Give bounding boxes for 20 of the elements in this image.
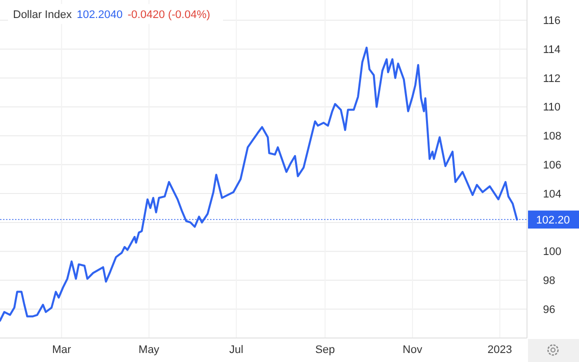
ref-line-label: 102.20 (536, 214, 570, 226)
y-tick-label: 108 (543, 130, 562, 143)
y-tick-label: 112 (543, 72, 561, 85)
y-tick-label: 96 (543, 304, 556, 316)
y-tick-label: 114 (543, 44, 561, 56)
x-tick-label: May (138, 344, 160, 356)
y-tick-label: 104 (543, 188, 562, 200)
x-tick-label: Sep (315, 344, 335, 356)
x-tick-label: Mar (52, 344, 72, 356)
annotation: 102.2040 (76, 9, 123, 21)
text: Dollar Index (13, 9, 72, 21)
y-tick-label: 106 (543, 160, 562, 172)
y-tick-label: 116 (543, 15, 561, 28)
x-tick-label: 2023 (488, 344, 512, 356)
y-tick-label: 98 (543, 275, 556, 288)
y-tick-label: 110 (543, 102, 561, 114)
y-tick-label: 100 (543, 246, 562, 258)
x-tick-label: Nov (402, 344, 423, 356)
x-tick-label: Jul (229, 344, 244, 356)
annotation: -0.0420 (-0.04%) (128, 9, 210, 21)
